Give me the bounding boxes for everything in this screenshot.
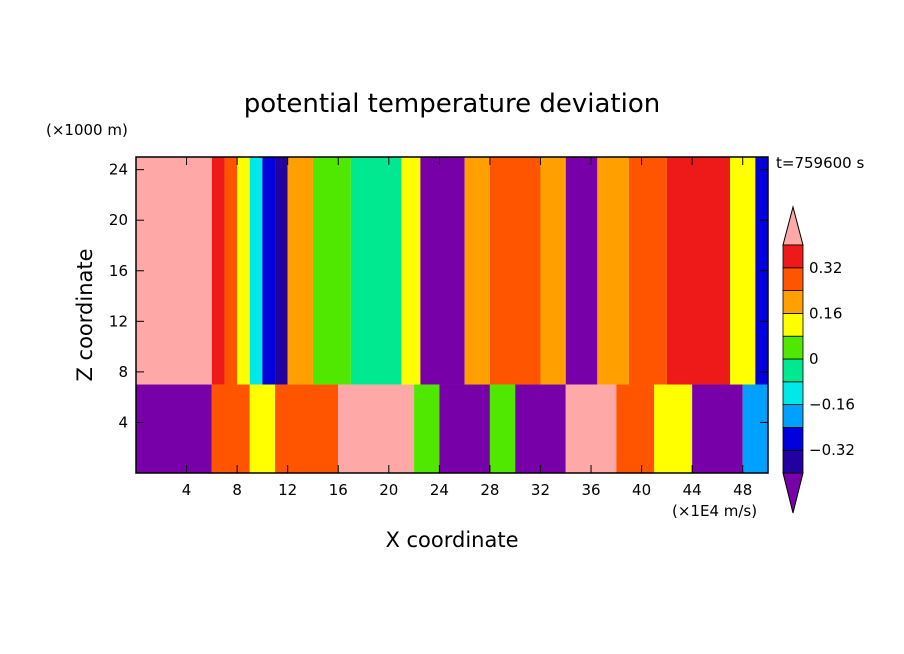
upper-band-9 [350,157,402,385]
colorbar-swatch [782,381,804,405]
lower-band-5 [414,384,440,473]
upper-band-12 [464,157,490,385]
y-units-label: (×1000 m) [46,121,128,139]
lower-band-7 [489,384,516,473]
upper-band-10 [401,157,421,385]
lower-band-0 [136,384,212,473]
lower-band-12 [692,384,743,473]
upper-band-4 [249,157,263,385]
y-axis-label: Z coordinate [73,248,97,381]
time-label: t=759600 s [776,154,864,172]
lower-band-6 [439,384,490,473]
x-tick-label: 28 [480,481,499,499]
x-units-label: (×1E4 m/s) [672,502,757,520]
x-tick-label: 16 [329,481,348,499]
y-tick-label: 12 [109,312,128,330]
colorbar-swatch [782,290,804,314]
lower-band-13 [742,384,768,473]
upper-band-8 [312,157,351,385]
lower-band-8 [515,384,566,473]
x-tick-label: 44 [683,481,702,499]
lower-band-10 [616,384,655,473]
lower-band-11 [654,384,693,473]
colorbar-swatch [782,426,804,451]
colorbar-swatch [782,335,804,360]
x-tick-label: 32 [531,481,550,499]
y-axis: 4 8 12 16 20 24 [109,161,768,431]
x-axis: 4 8 12 16 20 24 28 32 36 40 44 48 [182,157,752,499]
colorbar-tick-label: −0.16 [809,396,855,414]
chart-title: potential temperature deviation [244,89,660,119]
colorbar-tick-label: 0 [809,350,819,368]
upper-band-1 [211,157,225,385]
colorbar-swatch [782,449,804,474]
x-tick-label: 24 [430,481,449,499]
upper-band-11 [420,157,465,385]
y-tick-label: 20 [109,211,128,229]
x-tick-label: 8 [232,481,242,499]
lower-band-1 [211,384,250,473]
lower-band-4 [338,384,415,473]
x-tick-label: 12 [278,481,297,499]
upper-band-18 [666,157,731,385]
colorbar-tick-label: 0.16 [809,304,842,322]
upper-band-14 [540,157,566,385]
colorbar-over-arrow [782,205,804,246]
lower-band-3 [275,384,339,473]
lower-band-2 [249,384,276,473]
colorbar-swatch [782,312,804,337]
colorbar-tick-label: −0.32 [809,441,855,459]
x-tick-label: 36 [581,481,600,499]
colorbar-tick-label: 0.32 [809,259,842,277]
colorbar-under-arrow [782,472,804,514]
colorbar: 0.32 0.16 0 −0.16 −0.32 [782,205,855,514]
plot-area [136,157,768,473]
y-tick-label: 8 [118,363,128,381]
upper-band-6 [275,157,288,385]
upper-band-17 [628,157,667,385]
y-tick-label: 24 [109,161,128,179]
colorbar-swatch [782,404,804,428]
colorbar-swatch [782,244,804,269]
colorbar-swatch [782,267,804,291]
upper-band-16 [597,157,629,385]
upper-band-13 [489,157,541,385]
upper-band-7 [287,157,313,385]
x-tick-label: 48 [733,481,752,499]
x-tick-label: 40 [632,481,651,499]
upper-band-19 [730,157,756,385]
y-tick-label: 4 [118,413,128,431]
x-tick-label: 4 [182,481,192,499]
upper-band-0 [136,157,212,385]
x-tick-label: 20 [379,481,398,499]
upper-band-5 [262,157,276,385]
plot-frame [135,156,769,474]
y-tick-label: 16 [109,262,128,280]
colorbar-swatch [782,358,804,383]
x-axis-label: X coordinate [385,528,518,552]
upper-band-15 [565,157,598,385]
upper-band-2 [224,157,238,385]
upper-band-3 [237,157,250,385]
lower-band-9 [565,384,617,473]
